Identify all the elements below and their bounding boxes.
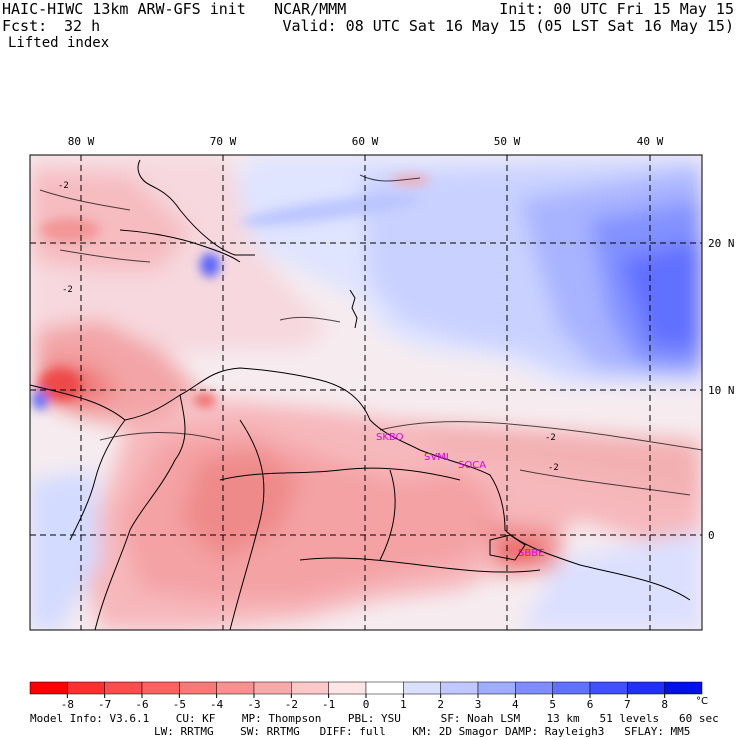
lifted-index-field	[30, 155, 702, 630]
colorbar-swatch	[627, 681, 665, 695]
model-info-line1: Model Info: V3.6.1 CU: KF MP: Thompson P…	[30, 712, 719, 725]
colorbar-tick-label: 3	[475, 698, 482, 711]
contour-label: -2	[548, 463, 559, 473]
colorbar-tick-label: 7	[624, 698, 631, 711]
colorbar-tick-label: 0	[363, 698, 370, 711]
lon-label: 80 W	[68, 135, 95, 148]
map-frame	[29, 154, 703, 631]
colorbar-tick-label: -4	[210, 698, 224, 711]
colorbar-swatch	[589, 681, 628, 695]
station-label: SKBO	[376, 432, 404, 443]
colorbar-ticks: -8 -7 -6 -5 -4 -3 -2 -1 0 1 2 3 4 5 6 7 8	[61, 694, 668, 711]
colorbar-swatch	[179, 681, 217, 695]
colorbar-tick-label: 4	[512, 698, 519, 711]
colorbar-tick-label: -1	[322, 698, 335, 711]
forecast-label: Fcst:	[2, 17, 48, 35]
station-label: SBBE	[518, 548, 544, 559]
lat-label: 10 N	[708, 384, 735, 397]
lat-lon-grid	[30, 155, 702, 630]
colorbar-swatch	[664, 681, 703, 695]
colorbar-swatch	[403, 681, 441, 695]
colorbar-unit: °C	[696, 696, 708, 707]
colorbar-tick-label: -3	[247, 698, 260, 711]
colorbar-swatch	[29, 681, 68, 695]
valid-time: Valid: 08 UTC Sat 16 May 15 (05 LST Sat …	[282, 17, 734, 35]
colorbar-swatch	[328, 681, 367, 695]
colorbar-tick-label: 1	[400, 698, 407, 711]
colorbar-swatch	[216, 681, 255, 695]
colorbar-tick-label: -7	[98, 698, 111, 711]
colorbar-tick-label: -2	[285, 698, 298, 711]
colorbar-tick-label: 6	[587, 698, 594, 711]
colorbar-swatch	[104, 681, 143, 695]
colorbar-tick-label: -6	[135, 698, 148, 711]
colorbar-swatch	[477, 681, 516, 695]
lon-label: 60 W	[352, 135, 379, 148]
colorbar-tick-label: 8	[661, 698, 668, 711]
lon-label: 70 W	[210, 135, 237, 148]
colorbar-swatch	[291, 681, 329, 695]
colorbar-tick-label: -5	[173, 698, 186, 711]
colorbar-swatch	[365, 681, 404, 695]
contour-label: -2	[545, 433, 556, 443]
colorbar-swatch	[515, 681, 553, 695]
contour-label: -2	[58, 181, 69, 191]
organization: NCAR/MMM	[274, 0, 347, 18]
coastlines	[29, 159, 691, 631]
model-title: HAIC-HIWC 13km ARW-GFS init	[2, 0, 246, 18]
colorbar-swatch	[141, 681, 180, 695]
lon-label: 40 W	[637, 135, 664, 148]
station-label: SVMI	[424, 452, 449, 463]
station-label: SOCA	[458, 460, 486, 471]
colorbar-tick-label: 5	[549, 698, 556, 711]
colorbar-tick-label: 2	[437, 698, 444, 711]
colorbar-swatch	[67, 681, 105, 695]
colorbar-swatch	[552, 681, 591, 695]
lon-label: 50 W	[494, 135, 521, 148]
colorbar-swatch	[440, 681, 479, 695]
contour-label: -2	[62, 285, 73, 295]
lat-label: 20 N	[708, 237, 735, 250]
init-time: Init: 00 UTC Fri 15 May 15	[499, 0, 734, 18]
forecast-hour: 32 h	[64, 17, 101, 35]
contours	[39, 174, 703, 496]
colorbar	[29, 681, 703, 695]
field-name: Lifted index	[8, 35, 110, 51]
colorbar-swatch	[253, 681, 292, 695]
colorbar-tick-label: -8	[61, 698, 74, 711]
model-info-line2: LW: RRTMG SW: RRTMG DIFF: full KM: 2D Sm…	[154, 725, 691, 738]
lat-label: 0	[708, 529, 715, 542]
